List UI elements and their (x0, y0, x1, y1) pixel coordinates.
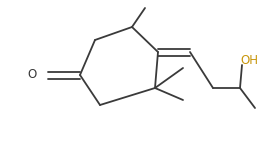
Text: OH: OH (240, 53, 258, 66)
Text: O: O (27, 69, 37, 82)
